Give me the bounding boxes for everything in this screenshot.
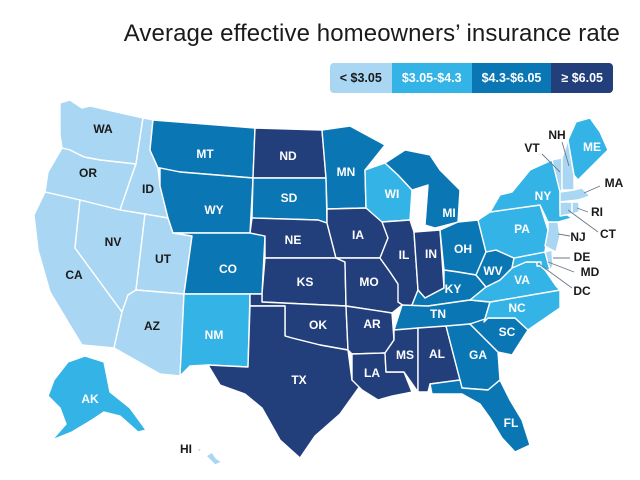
label-sc: SC <box>499 325 516 339</box>
state-wy[interactable] <box>159 167 254 234</box>
leader-nh <box>561 141 570 167</box>
label-nh: NH <box>548 128 565 142</box>
label-wv: WV <box>483 264 502 278</box>
label-mt: MT <box>196 147 214 161</box>
label-nm: NM <box>205 328 224 342</box>
leader-md <box>547 261 575 273</box>
label-az: AZ <box>144 319 160 333</box>
state-il[interactable] <box>379 219 419 311</box>
label-nv: NV <box>105 235 122 249</box>
label-wa: WA <box>93 122 113 136</box>
state-mi[interactable] <box>384 149 461 229</box>
label-oh: OH <box>454 242 472 256</box>
label-wy: WY <box>204 203 223 217</box>
state-ak[interactable] <box>47 355 147 441</box>
label-or: OR <box>79 166 97 180</box>
legend-tier-1: < $3.05 <box>329 63 392 93</box>
label-ak: AK <box>81 392 99 406</box>
leader-ct <box>567 209 599 233</box>
state-in[interactable] <box>413 229 445 299</box>
label-ca: CA <box>65 268 83 282</box>
leader-vt <box>541 153 561 173</box>
map-title: Average effective homeowners’ insurance … <box>123 20 620 47</box>
label-co: CO <box>219 262 237 276</box>
leader-ma <box>583 185 601 194</box>
leader-ri <box>576 207 589 213</box>
label-va: VA <box>514 273 530 287</box>
leader-dc <box>538 263 573 289</box>
state-hi[interactable] <box>205 451 223 466</box>
legend-tier-2: $3.05-$4.3 <box>391 63 472 93</box>
legend-tier-3: $4.3-$6.05 <box>471 63 552 93</box>
label-sd: SD <box>281 191 298 205</box>
label-tn: TN <box>430 307 446 321</box>
label-la: LA <box>364 366 380 380</box>
label-fl: FL <box>504 416 519 430</box>
label-vt: VT <box>524 141 540 155</box>
label-me: ME <box>583 140 601 154</box>
leader-nj <box>557 233 571 237</box>
state-ct[interactable] <box>559 201 573 217</box>
state-nj[interactable] <box>544 221 561 253</box>
label-ne: NE <box>285 233 302 247</box>
label-ct: CT <box>600 227 617 241</box>
label-id: ID <box>142 182 154 196</box>
label-ri: RI <box>591 205 603 219</box>
label-ut: UT <box>155 252 172 266</box>
legend-tier-4: ≥ $6.05 <box>551 63 613 93</box>
state-ri[interactable] <box>571 201 580 215</box>
label-nd: ND <box>279 149 297 163</box>
state-me[interactable] <box>567 117 609 181</box>
label-ia: IA <box>352 228 364 242</box>
label-ms: MS <box>396 348 414 362</box>
label-ma: MA <box>605 176 624 190</box>
label-md: MD <box>581 265 600 279</box>
label-al: AL <box>429 347 445 361</box>
label-nj: NJ <box>570 230 585 244</box>
label-wi: WI <box>385 187 400 201</box>
label-ar: AR <box>363 317 381 331</box>
label-ky: KY <box>445 282 462 296</box>
label-ks: KS <box>297 275 314 289</box>
label-dc: DC <box>573 284 591 298</box>
state-fl[interactable] <box>429 379 531 453</box>
label-mo: MO <box>359 275 378 289</box>
label-mi: MI <box>442 206 455 220</box>
label-nc: NC <box>508 301 526 315</box>
label-ga: GA <box>469 348 487 362</box>
label-ny: NY <box>535 189 552 203</box>
state-pa[interactable] <box>477 204 549 259</box>
label-mn: MN <box>337 165 356 179</box>
label-in: IN <box>425 247 437 261</box>
legend: < $3.05 $3.05-$4.3 $4.3-$6.05 ≥ $6.05 <box>329 63 613 93</box>
label-pa: PA <box>514 222 530 236</box>
label-ok: OK <box>309 318 327 332</box>
state-hi-island <box>195 447 203 453</box>
label-il: IL <box>399 248 410 262</box>
label-de: DE <box>574 250 591 264</box>
label-hi: HI <box>180 442 192 456</box>
state-tx[interactable] <box>207 305 361 459</box>
state-de[interactable] <box>544 249 554 271</box>
label-tx: TX <box>291 373 306 387</box>
